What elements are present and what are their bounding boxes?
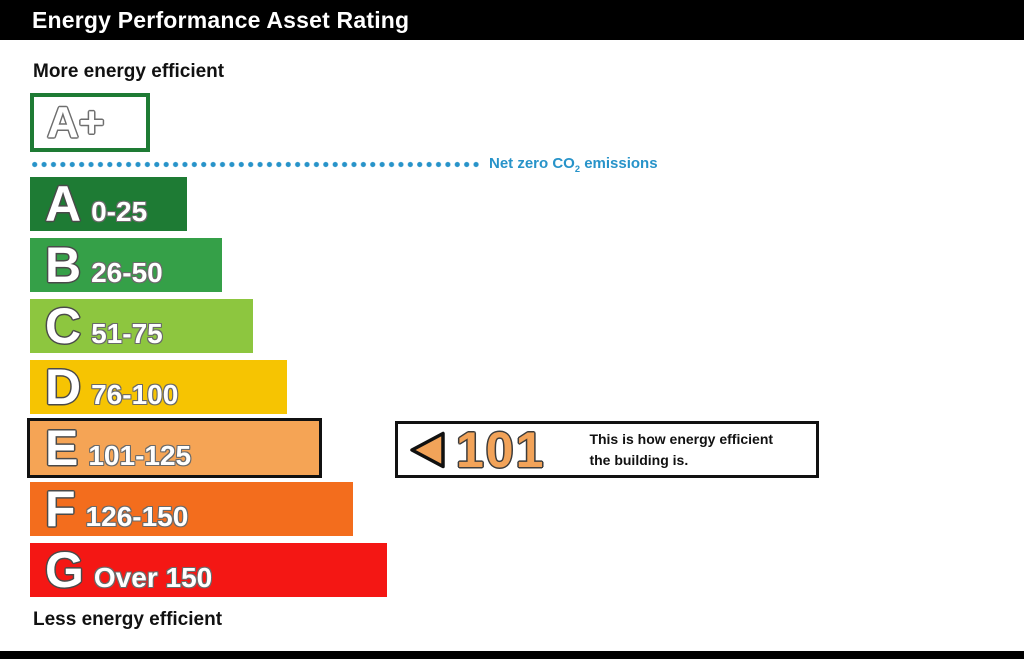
- band-letter: A: [45, 176, 82, 232]
- rating-band-g: G Over 150: [30, 543, 387, 597]
- band-letter: B: [45, 237, 82, 293]
- net-zero-label: Net zero CO2 emissions: [489, 155, 658, 174]
- rating-band-b: B 26-50: [30, 238, 222, 292]
- rating-band-e-current: E 101-125: [27, 418, 322, 478]
- indicator-description-line2: the building is.: [589, 451, 689, 468]
- net-zero-text-suffix: emissions: [580, 154, 658, 172]
- indicator-value: 101: [456, 421, 546, 478]
- rating-band-f: F 126-150: [30, 482, 353, 536]
- aplus-band: A+: [30, 93, 150, 152]
- band-range: 51-75: [91, 318, 163, 349]
- net-zero-row: Net zero CO2 emissions: [30, 155, 658, 174]
- rating-band-c: C 51-75: [30, 299, 253, 353]
- left-arrow-icon: [410, 431, 445, 468]
- header-bar: Energy Performance Asset Rating: [0, 0, 1024, 40]
- rating-band-a: A 0-25: [30, 177, 187, 231]
- page-title: Energy Performance Asset Rating: [32, 7, 410, 33]
- less-efficient-label: Less energy efficient: [33, 609, 223, 630]
- indicator-description: This is how energy efficient the buildin…: [589, 429, 773, 471]
- net-zero-text-prefix: Net zero CO: [489, 154, 575, 172]
- band-letter: C: [45, 298, 82, 354]
- footer-bar: [0, 651, 1024, 659]
- rating-indicator-box: 101 This is how energy efficient the bui…: [395, 421, 819, 478]
- more-efficient-label: More energy efficient: [33, 61, 225, 82]
- net-zero-subscript: 2: [574, 163, 581, 174]
- band-range: 26-50: [91, 257, 163, 288]
- indicator-description-line1: This is how energy efficient: [589, 430, 774, 447]
- dotted-line: [30, 160, 480, 168]
- band-letter: E: [45, 420, 79, 476]
- aplus-band-label: A+: [47, 97, 105, 147]
- band-range: 101-125: [88, 440, 192, 471]
- band-range: 0-25: [91, 196, 148, 227]
- rating-band-d: D 76-100: [30, 360, 287, 414]
- band-range: 76-100: [91, 379, 179, 410]
- band-range: 126-150: [85, 501, 189, 532]
- band-letter: F: [45, 481, 76, 537]
- rating-bands: A 0-25 B 26-50 C 51-75 D 76-100 E 101-12…: [27, 177, 387, 604]
- band-letter: D: [45, 359, 82, 415]
- band-range: Over 150: [93, 562, 213, 593]
- band-letter: G: [45, 542, 84, 598]
